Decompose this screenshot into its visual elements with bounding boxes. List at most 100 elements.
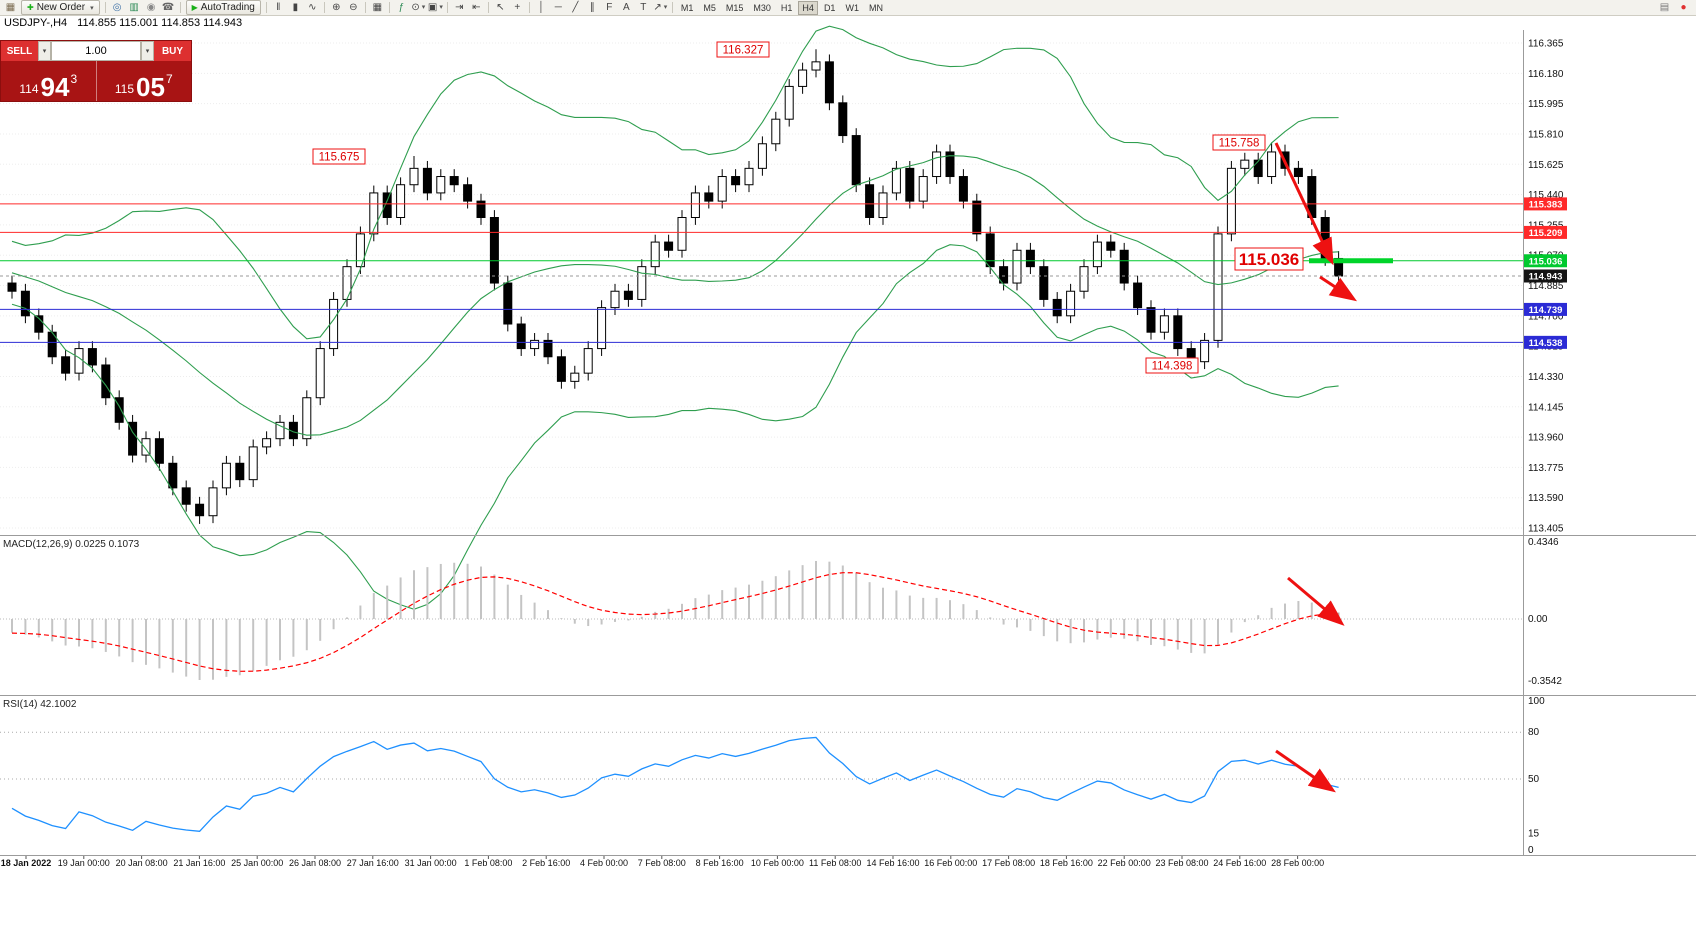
history-center-icon[interactable]: ◉ bbox=[144, 1, 159, 14]
svg-text:26 Jan 08:00: 26 Jan 08:00 bbox=[289, 858, 341, 868]
svg-text:19 Jan 00:00: 19 Jan 00:00 bbox=[58, 858, 110, 868]
indicators-icon[interactable]: ƒ bbox=[394, 1, 409, 14]
timeframe-button-mn[interactable]: MN bbox=[868, 2, 883, 13]
timeframe-button-m5[interactable]: M5 bbox=[703, 2, 716, 13]
templates-icon[interactable]: ▣ ▾ bbox=[428, 1, 443, 14]
price-callout-box[interactable] bbox=[716, 41, 770, 58]
new-chart-icon[interactable]: ▦ bbox=[3, 1, 18, 14]
svg-text:115.810: 115.810 bbox=[1528, 129, 1564, 140]
svg-text:116.180: 116.180 bbox=[1528, 69, 1564, 80]
trend-arrow[interactable] bbox=[1287, 576, 1345, 626]
panel-separators bbox=[0, 30, 1696, 856]
fibonacci-icon: F bbox=[606, 2, 613, 13]
svg-text:115.625: 115.625 bbox=[1528, 160, 1564, 171]
buy-button[interactable]: BUY bbox=[154, 41, 191, 61]
cursor-icon[interactable]: ↖ bbox=[493, 1, 508, 14]
arrows-icon[interactable]: ↗ ▾ bbox=[653, 1, 668, 14]
sell-price[interactable]: 114 94 3 bbox=[1, 61, 96, 101]
trendline-icon[interactable]: ╱ bbox=[568, 1, 583, 14]
toolbar-separator bbox=[487, 2, 489, 13]
svg-text:4 Feb 00:00: 4 Feb 00:00 bbox=[580, 858, 628, 868]
annotations[interactable]: 116.327 115.675 115.758 114.398 115.036 bbox=[312, 41, 1393, 793]
green-highlight-line[interactable] bbox=[1309, 258, 1393, 264]
price-callout-box[interactable] bbox=[1145, 357, 1199, 374]
svg-text:114.398: 114.398 bbox=[1152, 361, 1193, 373]
crosshair-icon[interactable]: + bbox=[510, 1, 525, 14]
headset-icon[interactable]: ☎ bbox=[161, 1, 176, 14]
candlestick-chart-icon: ▮ bbox=[292, 2, 299, 13]
new-order-button: ✚ bbox=[27, 3, 34, 12]
trend-arrow[interactable] bbox=[1319, 275, 1358, 302]
volume-dropdown-button[interactable]: ▾ bbox=[141, 41, 154, 61]
toolbar-separator bbox=[364, 2, 366, 13]
charts-icon[interactable]: ▥ bbox=[127, 1, 142, 14]
zoom-in-icon[interactable]: ⊕ bbox=[329, 1, 344, 14]
svg-text:113.960: 113.960 bbox=[1528, 433, 1564, 444]
bollinger-bands bbox=[11, 25, 1339, 610]
trade-controls-row: SELL ▾ ▾ BUY bbox=[1, 41, 191, 61]
dropdown-arrow-icon: ▾ bbox=[421, 4, 426, 11]
horizontal-line-icon[interactable]: ─ bbox=[551, 1, 566, 14]
price-callout-box[interactable] bbox=[1212, 134, 1266, 151]
svg-text:-0.3542: -0.3542 bbox=[1528, 676, 1562, 687]
bar-chart-icon[interactable]: ‖ bbox=[271, 1, 286, 14]
svg-text:113.590: 113.590 bbox=[1528, 493, 1564, 504]
chart-thumbnail-icon[interactable]: ▤ bbox=[1659, 2, 1670, 13]
svg-text:114.943: 114.943 bbox=[1529, 271, 1563, 282]
price-callout-box[interactable] bbox=[312, 148, 366, 165]
timeframe-button-m30[interactable]: M30 bbox=[753, 2, 771, 13]
candlestick-chart-icon[interactable]: ▮ bbox=[288, 1, 303, 14]
timeframe-button-m1[interactable]: M1 bbox=[680, 2, 694, 13]
autotrading-button[interactable]: ▶ AutoTrading bbox=[185, 0, 261, 15]
svg-text:23 Feb 08:00: 23 Feb 08:00 bbox=[1155, 858, 1208, 868]
svg-text:115.758: 115.758 bbox=[1219, 138, 1260, 150]
timeframe-button-d1[interactable]: D1 bbox=[823, 2, 836, 13]
text-icon: A bbox=[623, 2, 630, 13]
horizontal-line-icon: ─ bbox=[554, 2, 562, 13]
equidistant-channel-icon[interactable]: ∥ bbox=[585, 1, 600, 14]
svg-text:16 Feb 00:00: 16 Feb 00:00 bbox=[924, 858, 977, 868]
svg-text:10 Feb 00:00: 10 Feb 00:00 bbox=[751, 858, 804, 868]
zoom-in-icon: ⊕ bbox=[332, 2, 341, 13]
periods-icon[interactable]: ⊙ ▾ bbox=[411, 1, 426, 14]
volume-decrease-button[interactable]: ▾ bbox=[38, 41, 51, 61]
buy-price[interactable]: 115 05 7 bbox=[97, 61, 192, 101]
expert-advisors-icon: ◎ bbox=[112, 2, 122, 13]
new-chart-icon: ▦ bbox=[5, 2, 16, 13]
macd-label: MACD(12,26,9) 0.0225 0.1073 bbox=[3, 539, 140, 550]
svg-text:28 Feb 00:00: 28 Feb 00:00 bbox=[1271, 858, 1324, 868]
zoom-out-icon[interactable]: ⊖ bbox=[346, 1, 361, 14]
svg-text:0.00: 0.00 bbox=[1528, 614, 1548, 625]
tile-windows-icon[interactable]: ▦ bbox=[370, 1, 385, 14]
chart-shift-icon: ⇤ bbox=[472, 2, 481, 13]
volume-input[interactable] bbox=[51, 41, 141, 61]
svg-text:114.739: 114.739 bbox=[1529, 305, 1563, 316]
svg-text:114.330: 114.330 bbox=[1528, 372, 1564, 383]
text-icon[interactable]: A bbox=[619, 1, 634, 14]
toolbar-right-items: ▤ ● bbox=[1656, 1, 1694, 14]
auto-scroll-icon[interactable]: ⇥ bbox=[452, 1, 467, 14]
fibonacci-icon[interactable]: F bbox=[602, 1, 617, 14]
new-order-button[interactable]: ✚ New Order ▾ bbox=[21, 0, 100, 15]
expert-advisors-icon[interactable]: ◎ bbox=[110, 1, 125, 14]
timeframe-button-h1[interactable]: H1 bbox=[780, 2, 793, 13]
svg-text:25 Jan 00:00: 25 Jan 00:00 bbox=[231, 858, 283, 868]
svg-text:17 Feb 08:00: 17 Feb 08:00 bbox=[982, 858, 1035, 868]
label-icon[interactable]: T bbox=[636, 1, 651, 14]
record-icon[interactable]: ● bbox=[1680, 2, 1687, 13]
timeframe-button-w1[interactable]: W1 bbox=[845, 2, 859, 13]
price-grid bbox=[0, 42, 1523, 529]
timeframe-button-h4[interactable]: H4 bbox=[798, 0, 818, 15]
vertical-line-icon[interactable]: │ bbox=[534, 1, 549, 14]
chart-shift-icon[interactable]: ⇤ bbox=[469, 1, 484, 14]
trend-arrow[interactable] bbox=[1274, 142, 1334, 266]
line-chart-icon[interactable]: ∿ bbox=[305, 1, 320, 14]
timeframe-button-m15[interactable]: M15 bbox=[725, 2, 744, 13]
trend-arrow[interactable] bbox=[1275, 749, 1336, 793]
price-callout-box-large[interactable] bbox=[1234, 247, 1304, 271]
sell-price-sup: 3 bbox=[70, 72, 78, 86]
indicators-icon: ƒ bbox=[398, 2, 405, 13]
svg-text:115.036: 115.036 bbox=[1529, 256, 1563, 267]
sell-button[interactable]: SELL bbox=[1, 41, 38, 61]
